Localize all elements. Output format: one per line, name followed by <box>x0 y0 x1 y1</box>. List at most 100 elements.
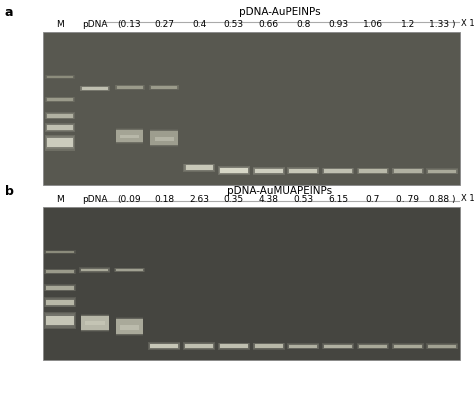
Bar <box>219 343 249 349</box>
Text: a: a <box>5 6 13 19</box>
Bar <box>47 76 73 78</box>
Text: 1.06: 1.06 <box>363 20 383 29</box>
Text: M: M <box>56 195 64 204</box>
Text: (0.13: (0.13 <box>118 20 141 29</box>
Bar <box>184 343 214 349</box>
Bar <box>81 87 109 90</box>
Bar <box>120 135 139 139</box>
Bar <box>359 345 387 348</box>
Bar <box>151 86 178 89</box>
Text: X 10¹¹: X 10¹¹ <box>461 19 474 28</box>
Bar <box>46 136 74 149</box>
Text: 2.63: 2.63 <box>189 195 209 204</box>
Text: pDNA-AuPEINPs: pDNA-AuPEINPs <box>239 7 320 17</box>
Bar <box>358 344 387 348</box>
Bar <box>116 129 144 143</box>
Bar <box>45 312 76 329</box>
Bar <box>81 86 109 91</box>
Bar <box>255 169 283 173</box>
Bar <box>43 207 460 360</box>
Bar <box>427 169 458 174</box>
Bar <box>155 137 174 141</box>
Text: 0.35: 0.35 <box>224 195 244 204</box>
Bar <box>148 342 180 350</box>
Bar <box>116 130 144 142</box>
Text: 0.18: 0.18 <box>154 195 174 204</box>
Bar <box>151 86 177 88</box>
Bar <box>45 75 75 79</box>
Bar <box>323 343 354 349</box>
Bar <box>114 268 145 272</box>
Bar <box>287 343 319 349</box>
Bar <box>255 344 283 348</box>
Bar <box>287 168 319 174</box>
Bar <box>253 168 284 174</box>
Bar <box>324 344 353 348</box>
Bar <box>150 129 178 147</box>
Bar <box>45 112 75 119</box>
Bar <box>428 345 456 348</box>
Bar <box>428 169 457 173</box>
Bar <box>47 76 73 78</box>
Bar <box>47 98 73 101</box>
Bar <box>47 125 73 130</box>
Bar <box>45 297 76 307</box>
Bar <box>427 344 458 349</box>
Bar <box>46 316 73 325</box>
Bar <box>290 169 317 173</box>
Bar <box>150 344 178 348</box>
Text: 0.88 ): 0.88 ) <box>429 195 456 204</box>
Bar <box>46 285 74 290</box>
Bar <box>46 300 73 305</box>
Bar <box>254 168 283 174</box>
Bar <box>290 345 317 348</box>
Bar <box>253 343 284 349</box>
Bar <box>219 168 248 174</box>
Bar <box>45 97 75 102</box>
Bar <box>220 168 248 173</box>
Bar <box>115 269 144 272</box>
Bar <box>46 300 73 305</box>
Bar <box>116 269 143 271</box>
Bar <box>359 170 387 173</box>
Bar <box>220 344 248 348</box>
Text: pDNA: pDNA <box>82 195 108 204</box>
Bar <box>45 250 75 254</box>
Bar <box>150 343 179 349</box>
Bar <box>45 123 75 132</box>
Text: pDNA: pDNA <box>82 20 108 29</box>
Bar <box>183 342 215 350</box>
Bar <box>427 343 458 349</box>
Bar <box>46 270 73 273</box>
Bar <box>185 166 213 170</box>
Bar <box>46 124 74 131</box>
Bar <box>150 131 178 145</box>
Bar <box>46 75 74 78</box>
Bar <box>428 345 456 348</box>
Text: 0.93: 0.93 <box>328 20 348 29</box>
Bar <box>427 168 458 174</box>
Bar <box>324 170 352 173</box>
Bar <box>46 251 73 253</box>
Text: M: M <box>56 20 64 29</box>
Bar <box>357 344 388 349</box>
Text: 0.4: 0.4 <box>192 20 206 29</box>
Text: 1.33 ): 1.33 ) <box>429 20 456 29</box>
Bar <box>322 168 354 174</box>
Bar <box>115 268 145 272</box>
Bar <box>290 169 317 173</box>
Bar <box>358 169 387 173</box>
Text: b: b <box>5 185 14 198</box>
Text: pDNA-AuMUAPEINPs: pDNA-AuMUAPEINPs <box>227 186 332 196</box>
Bar <box>81 316 109 330</box>
Text: X 10¹¹: X 10¹¹ <box>461 194 474 203</box>
Bar <box>82 87 108 90</box>
Bar <box>80 268 109 272</box>
Bar <box>116 319 144 334</box>
Bar <box>46 137 74 148</box>
Bar <box>357 343 389 349</box>
Bar <box>150 131 178 145</box>
Bar <box>116 318 144 335</box>
Bar <box>288 343 319 349</box>
Bar <box>150 85 179 89</box>
